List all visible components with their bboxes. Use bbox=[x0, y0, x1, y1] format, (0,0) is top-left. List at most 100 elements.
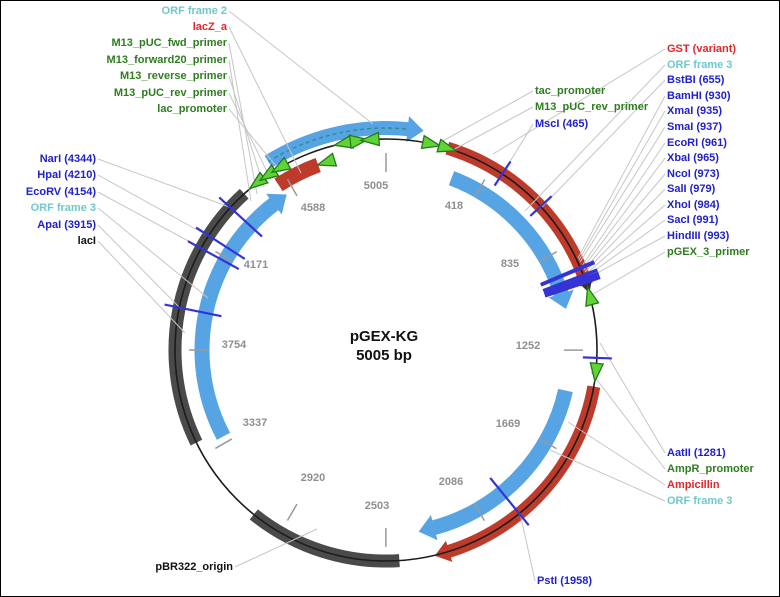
scale-tick-label: 4588 bbox=[301, 202, 325, 214]
leader-line-m13-reverse-primer bbox=[228, 75, 265, 188]
feature-arrowhead-orf-frame-3-top bbox=[548, 289, 574, 309]
plasmid-size: 5005 bp bbox=[356, 347, 412, 364]
label-m13-puc-rev-primer: M13_pUC_rev_primer bbox=[113, 87, 227, 99]
leader-line-ecori-961 bbox=[581, 142, 666, 267]
label-hindiii-993: HindIII (993) bbox=[667, 230, 730, 242]
scale-tick-label: 3337 bbox=[243, 417, 267, 429]
leader-line-pgex-3-primer bbox=[587, 251, 666, 298]
leader-line-xbai-965 bbox=[582, 157, 666, 269]
restriction-site-tick-psti bbox=[489, 477, 530, 526]
feature-arrowhead-ampicillin bbox=[434, 540, 453, 562]
label-orf-frame-2: ORF frame 2 bbox=[161, 5, 227, 17]
label-sali-979: SalI (979) bbox=[667, 183, 716, 195]
scale-tick-label: 1252 bbox=[516, 340, 540, 352]
restriction-site-tick-aatii bbox=[582, 356, 612, 360]
leader-line-m13-forward20-primer bbox=[228, 59, 252, 202]
label-m13-forward20-primer: M13_forward20_primer bbox=[106, 54, 227, 66]
restriction-site-tick-bamhi bbox=[540, 260, 595, 286]
label-ampr-promoter: AmpR_promoter bbox=[667, 463, 754, 475]
leader-line-orf-frame-2 bbox=[228, 10, 374, 125]
restriction-site-tick-nari bbox=[218, 196, 263, 238]
scale-tick bbox=[214, 438, 233, 450]
label-orf-frame-3-right: ORF frame 3 bbox=[667, 495, 733, 507]
tac-promoter-arrow bbox=[420, 134, 443, 150]
label-pbr322-origin: pBR322_origin bbox=[155, 561, 233, 573]
leader-line-bstbi-655 bbox=[541, 79, 666, 208]
leader-line-lacz-a bbox=[228, 26, 302, 174]
leader-line-smai-937 bbox=[579, 126, 666, 263]
label-ncoi-973: NcoI (973) bbox=[667, 168, 720, 180]
label-smai-937: SmaI (937) bbox=[667, 121, 723, 133]
label-xbai-965: XbaI (965) bbox=[667, 152, 719, 164]
label-bstbi-655: BstBI (655) bbox=[667, 74, 725, 86]
leader-line-aatii-1281 bbox=[599, 342, 666, 454]
label-hpai-4210: HpaI (4210) bbox=[37, 169, 96, 181]
label-pgex-3-primer: pGEX_3_primer bbox=[667, 246, 750, 258]
leader-line-ampr-promoter bbox=[590, 371, 666, 470]
leader-line-tac-promoter bbox=[438, 90, 534, 144]
leader-line-ncoi-973 bbox=[583, 173, 666, 271]
feature-arc-orf-frame-3-left bbox=[194, 196, 281, 440]
label-msci-465: MscI (465) bbox=[535, 118, 589, 130]
leader-line-xhoi-984 bbox=[585, 204, 666, 275]
leader-line-gst-variant bbox=[492, 48, 666, 155]
leader-line-ecorv-4154 bbox=[97, 191, 204, 250]
scale-tick bbox=[539, 438, 557, 450]
feature-arc-orf-frame-3-right bbox=[430, 388, 573, 536]
scale-tick-label: 4171 bbox=[244, 259, 268, 271]
leader-line-ampicillin bbox=[567, 421, 666, 486]
leader-line-m13-puc-fwd-primer bbox=[228, 42, 258, 195]
scale-tick bbox=[286, 179, 298, 197]
leader-line-saci-991 bbox=[586, 219, 666, 277]
label-xhoi-984: XhoI (984) bbox=[667, 199, 720, 211]
label-ampicillin: Ampicillin bbox=[667, 479, 720, 491]
leader-line-nari-4344 bbox=[97, 158, 233, 209]
leader-line-bamhi-930 bbox=[577, 95, 666, 259]
leader-line-xmai-935 bbox=[578, 110, 666, 261]
scale-tick-label: 1669 bbox=[496, 418, 520, 430]
label-psti-1958: PstI (1958) bbox=[537, 575, 593, 587]
scale-tick-label: 3754 bbox=[222, 339, 247, 351]
restriction-site-tick-ncoi bbox=[543, 271, 599, 294]
label-lacz-a: lacZ_a bbox=[192, 21, 227, 33]
scale-tick bbox=[215, 250, 233, 262]
scale-tick bbox=[474, 179, 486, 197]
leader-line-sali-979 bbox=[584, 188, 666, 273]
leader-line-m13-puc-rev-primer-2 bbox=[450, 106, 534, 152]
leader-line-m13-puc-rev-primer bbox=[228, 92, 272, 181]
restriction-site-tick-hpai bbox=[195, 226, 246, 260]
leader-line-apai-3915 bbox=[97, 224, 182, 310]
scale-tick-label: 5005 bbox=[364, 180, 388, 192]
label-lac-promoter: lac_promoter bbox=[157, 103, 227, 115]
feature-arrowhead-orf-frame-3-left bbox=[266, 193, 287, 215]
label-ecori-961: EcoRI (961) bbox=[667, 137, 727, 149]
restriction-site-tick-msci bbox=[493, 160, 512, 187]
ampr-promoter-arrow bbox=[589, 361, 605, 384]
restriction-site-tick-xbai bbox=[542, 269, 598, 292]
m13-puc-rev-primer-arrow bbox=[436, 138, 459, 153]
label-gst-variant: GST (variant) bbox=[667, 43, 737, 55]
label-m13-puc-fwd-primer: M13_pUC_fwd_primer bbox=[111, 37, 227, 49]
plasmid-backbone-circle bbox=[174, 138, 598, 562]
plasmid-name: pGEX-KG bbox=[349, 328, 419, 345]
label-saci-991: SacI (991) bbox=[667, 214, 719, 226]
restriction-site-tick-hindiii bbox=[544, 276, 601, 298]
leader-line-pbr322-origin bbox=[234, 528, 318, 568]
leader-line-orf-frame-3-right bbox=[549, 449, 666, 502]
lac-region-arrow-3 bbox=[270, 156, 292, 174]
feature-arrowhead-orf-frame-2 bbox=[406, 116, 424, 142]
lac-region-arrow-6 bbox=[358, 131, 381, 147]
leader-line-hindiii-993 bbox=[587, 235, 666, 279]
label-bamhi-930: BamHI (930) bbox=[667, 90, 731, 102]
feature-frame-line-orf-frame-2 bbox=[267, 127, 410, 163]
label-nari-4344: NarI (4344) bbox=[39, 153, 96, 165]
label-tac-promoter: tac_promoter bbox=[535, 85, 606, 97]
label-xmai-935: XmaI (935) bbox=[667, 105, 723, 117]
label-laci: lacI bbox=[77, 235, 96, 247]
scale-tick-label: 2503 bbox=[365, 500, 389, 512]
restriction-site-tick-sali bbox=[543, 273, 600, 295]
scale-tick bbox=[286, 503, 298, 521]
